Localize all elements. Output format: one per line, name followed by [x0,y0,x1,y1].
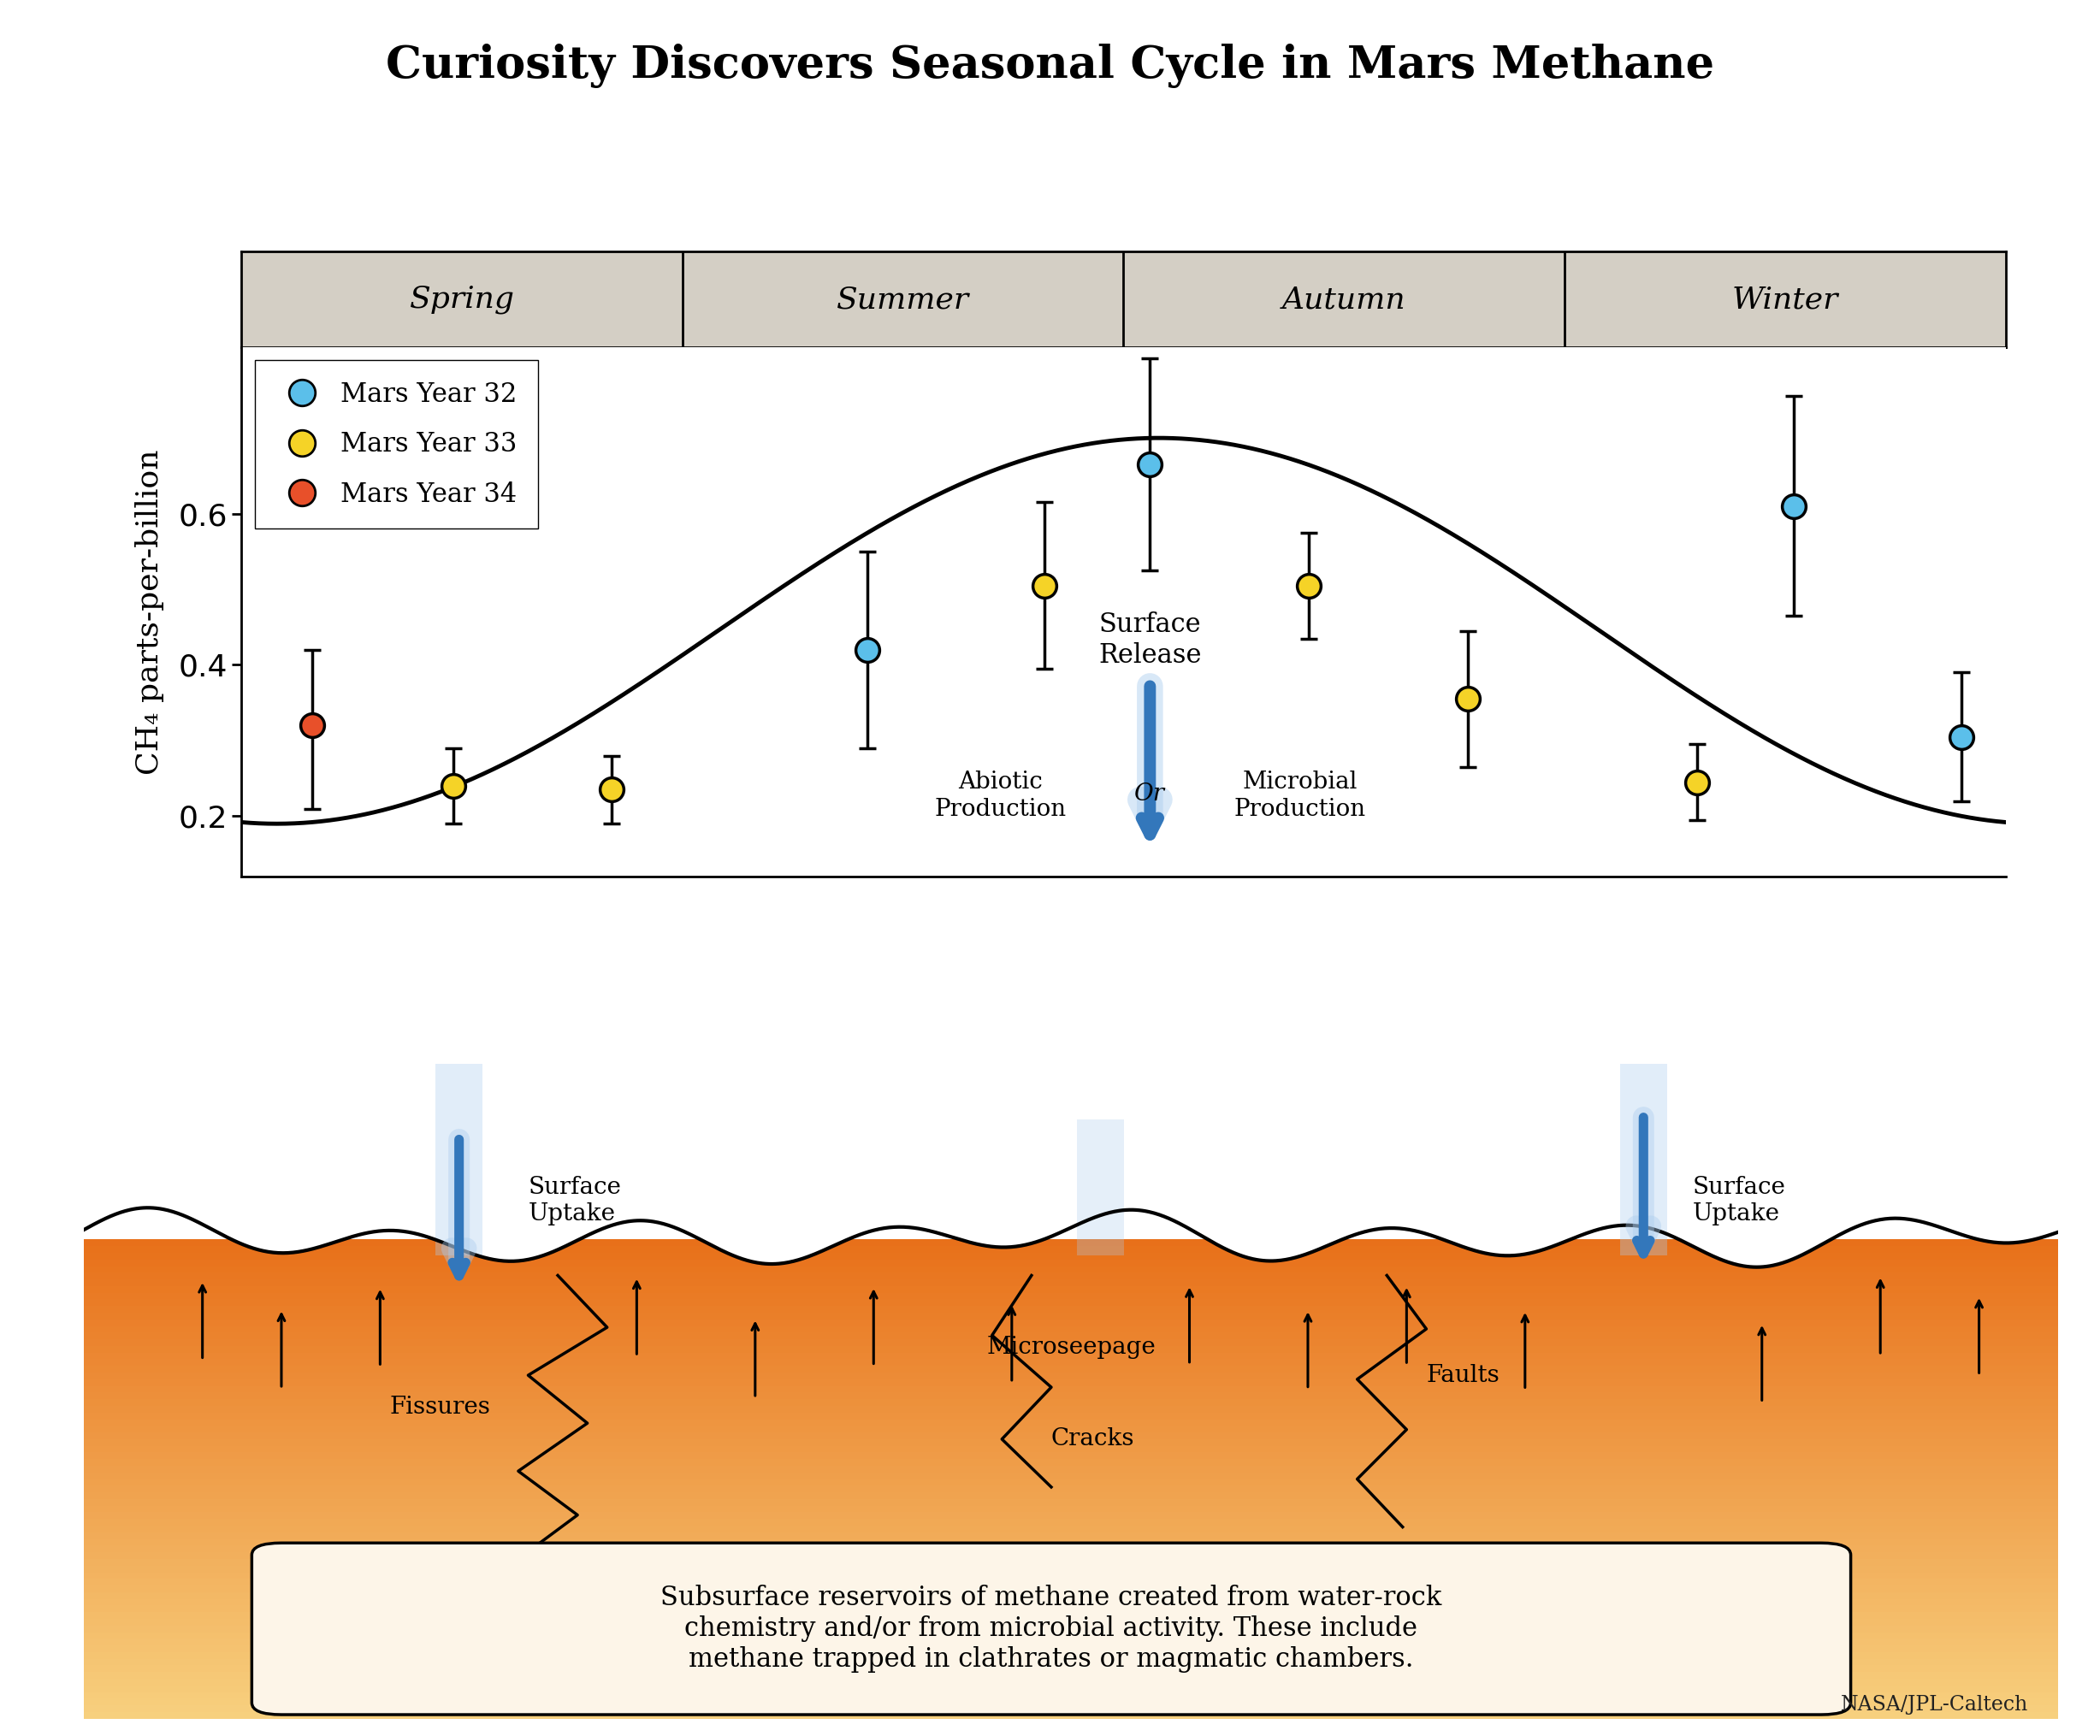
Text: Cracks: Cracks [1052,1427,1134,1451]
Text: Or: Or [1134,783,1166,806]
Text: Surface
Uptake: Surface Uptake [529,1175,622,1226]
Text: NASA/JPL-Caltech: NASA/JPL-Caltech [1842,1694,2029,1715]
Text: Microseepage: Microseepage [987,1335,1155,1359]
FancyBboxPatch shape [252,1543,1850,1715]
Text: Fissures: Fissures [391,1396,491,1418]
Text: Autumn: Autumn [1283,285,1405,314]
Text: Abiotic
Production: Abiotic Production [934,771,1067,821]
Text: Curiosity Discovers Seasonal Cycle in Mars Methane: Curiosity Discovers Seasonal Cycle in Ma… [386,43,1714,89]
Text: Subsurface reservoirs of methane created from water-rock
chemistry and/or from m: Subsurface reservoirs of methane created… [662,1585,1443,1674]
Text: Faults: Faults [1426,1364,1499,1387]
Text: Microbial
Production: Microbial Production [1235,771,1365,821]
Text: Winter: Winter [1732,285,1838,314]
Text: Surface
Release: Surface Release [1098,611,1201,668]
Text: Summer: Summer [836,285,970,314]
Y-axis label: CH₄ parts-per-billion: CH₄ parts-per-billion [134,450,164,774]
Legend: Mars Year 32, Mars Year 33, Mars Year 34: Mars Year 32, Mars Year 33, Mars Year 34 [254,361,538,529]
Text: Surface
Uptake: Surface Uptake [1693,1175,1785,1226]
Text: Spring: Spring [410,285,514,314]
